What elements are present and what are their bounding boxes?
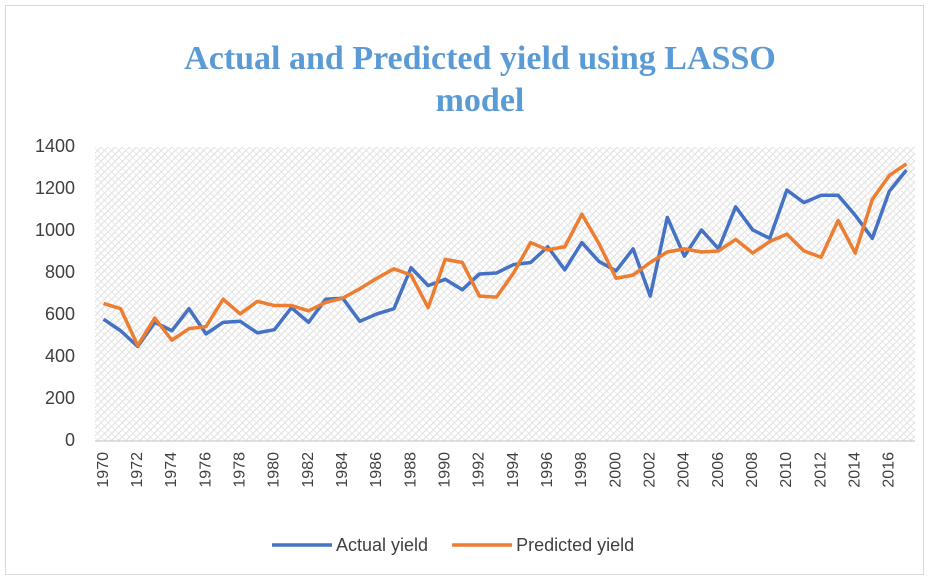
x-tick-label: 1974 bbox=[163, 452, 180, 488]
chart-border bbox=[5, 5, 924, 575]
x-tick-label: 2006 bbox=[710, 452, 727, 488]
x-tick-label: 2016 bbox=[881, 452, 898, 488]
x-tick-label: 1970 bbox=[95, 452, 112, 488]
x-tick-label: 1980 bbox=[266, 452, 283, 488]
x-tick-label: 2014 bbox=[846, 452, 863, 488]
series-line bbox=[103, 162, 908, 348]
x-tick-label: 1998 bbox=[573, 452, 590, 488]
y-tick-label: 400 bbox=[45, 346, 75, 366]
x-tick-label: 1982 bbox=[300, 452, 317, 488]
x-tick-label: 2002 bbox=[641, 452, 658, 488]
x-tick-label: 1996 bbox=[539, 452, 556, 488]
y-tick-label: 800 bbox=[45, 262, 75, 282]
x-tick-label: 1990 bbox=[436, 452, 453, 488]
y-tick-label: 1400 bbox=[35, 136, 75, 156]
y-tick-label: 1200 bbox=[35, 178, 75, 198]
y-tick-label: 200 bbox=[45, 388, 75, 408]
x-tick-label: 1992 bbox=[471, 452, 488, 488]
x-tick-label: 2012 bbox=[812, 452, 829, 488]
series-line bbox=[102, 168, 908, 349]
chart-title: Actual and Predicted yield using LASSO m… bbox=[184, 40, 776, 119]
x-tick-label: 1978 bbox=[231, 452, 248, 488]
y-tick-label: 0 bbox=[65, 430, 75, 450]
x-tick-label: 2000 bbox=[607, 452, 624, 488]
x-tick-label: 2010 bbox=[778, 452, 795, 488]
y-tick-label: 1000 bbox=[35, 220, 75, 240]
x-tick-label: 1984 bbox=[334, 452, 351, 488]
legend-label: Actual yield bbox=[336, 535, 428, 555]
x-tick-label: 1972 bbox=[129, 452, 146, 488]
x-tick-label: 2008 bbox=[744, 452, 761, 488]
y-tick-label: 600 bbox=[45, 304, 75, 324]
x-tick-label: 1994 bbox=[505, 452, 522, 488]
plot-area bbox=[95, 147, 915, 441]
x-tick-label: 1986 bbox=[368, 452, 385, 488]
legend-label: Predicted yield bbox=[516, 535, 634, 555]
x-tick-label: 2004 bbox=[676, 452, 693, 488]
x-tick-label: 1976 bbox=[197, 452, 214, 488]
x-tick-label: 1988 bbox=[402, 452, 419, 488]
